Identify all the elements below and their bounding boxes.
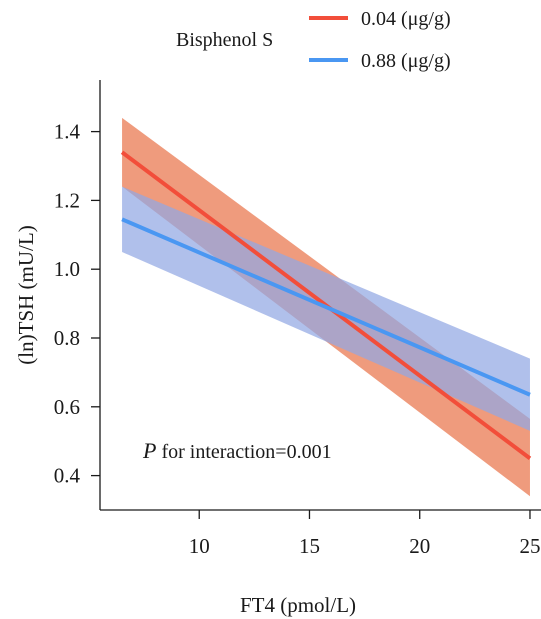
y-tick-label: 1.4 (54, 120, 81, 144)
axes (99, 80, 541, 511)
y-axis-title: (ln)TSH (mU/L) (14, 225, 38, 364)
series-line-2 (121, 217, 531, 397)
y-tick-label: 1.0 (54, 257, 80, 281)
interaction-annotation: P for interaction=0.001 (142, 438, 332, 463)
x-tick-label: 15 (299, 534, 320, 558)
y-tick-label: 0.6 (54, 395, 80, 419)
legend-label-series-1: 0.04 (μg/g) (361, 8, 451, 30)
x-tick-label: 10 (189, 534, 210, 558)
y-tick-label: 0.4 (54, 464, 81, 488)
x-tick-label: 25 (519, 534, 540, 558)
x-ticks: 10 15 20 25 (189, 510, 540, 558)
y-tick-label: 0.8 (54, 326, 80, 350)
y-ticks: 0.4 0.6 0.8 1.0 1.2 1.4 (54, 120, 100, 488)
x-axis-title: FT4 (pmol/L) (240, 593, 356, 617)
legend: Bisphenol S 0.04 (μg/g) 0.88 (μg/g) (176, 8, 451, 72)
x-tick-label: 20 (409, 534, 430, 558)
annotation-text: for interaction=0.001 (156, 441, 331, 463)
legend-title: Bisphenol S (176, 29, 273, 51)
legend-label-series-2: 0.88 (μg/g) (361, 50, 451, 72)
y-tick-label: 1.2 (54, 188, 80, 212)
series-lines (120, 150, 532, 460)
annotation-p: P (142, 438, 156, 463)
